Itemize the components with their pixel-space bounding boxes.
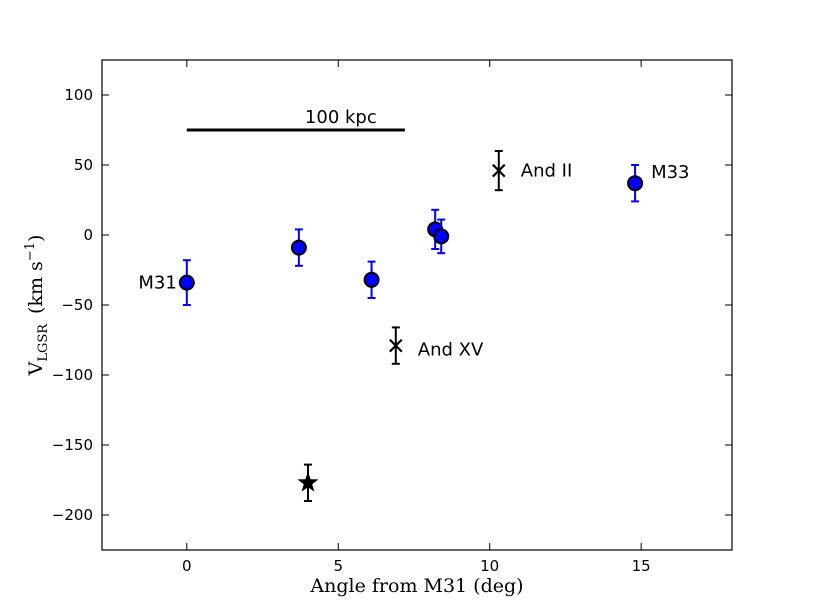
- y-label-main: V: [25, 361, 47, 376]
- scale-bar: 100 kpc: [186, 107, 405, 132]
- x-axis-label: Angle from M31 (deg): [309, 575, 523, 597]
- data-point: [433, 228, 450, 245]
- y-label-units-sup: −1: [23, 242, 38, 261]
- data-point-star: [297, 471, 319, 492]
- point-label: And XV: [418, 340, 484, 361]
- y-tick-label: 50: [74, 156, 93, 174]
- y-tick-label: −200: [52, 506, 93, 524]
- y-tick-label: 100: [64, 86, 93, 104]
- data-point: [178, 274, 195, 291]
- point-label: M33: [651, 162, 689, 183]
- y-axis-label: VLGSR (km s−1): [23, 235, 51, 377]
- svg-text:VLGSR(km s−1): VLGSR (km s−1): [23, 235, 51, 377]
- data-point: [627, 175, 644, 192]
- data-point-x: [492, 163, 506, 178]
- data-point-x: [389, 338, 403, 353]
- y-tick-label: −50: [61, 296, 93, 314]
- x-tick-label: 5: [333, 557, 343, 575]
- data-marks: M31 M33 And II And XV: [138, 150, 690, 502]
- point-label: And II: [521, 161, 573, 182]
- y-label-units: (km s: [25, 261, 47, 314]
- data-point: [290, 239, 307, 256]
- point-label: M31: [138, 273, 176, 294]
- y-tick-label: −100: [52, 366, 93, 384]
- scale-bar-label: 100 kpc: [305, 107, 377, 128]
- x-tick-label: 0: [182, 557, 192, 575]
- plot-area: [101, 59, 733, 551]
- y-label-units-close: ): [25, 235, 47, 242]
- axis-ticks: 0 5 10 15 −200 −150 −100 −50 0 50 100: [52, 60, 732, 575]
- x-tick-label: 10: [480, 557, 499, 575]
- y-tick-label: −150: [52, 436, 93, 454]
- x-tick-label: 15: [632, 557, 651, 575]
- data-point: [363, 271, 380, 288]
- y-tick-label: 0: [83, 226, 93, 244]
- y-label-sub: LGSR: [36, 323, 51, 362]
